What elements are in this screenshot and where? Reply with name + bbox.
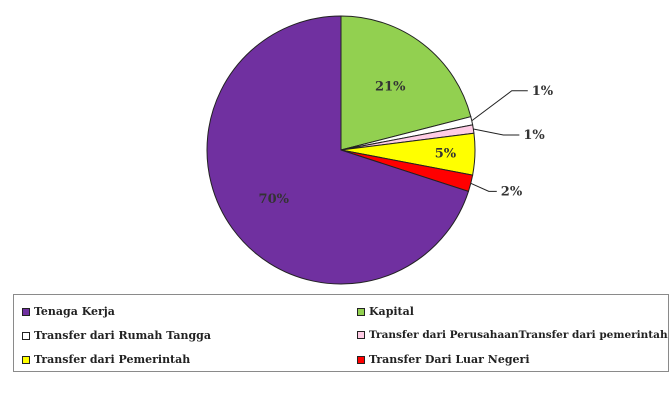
legend-swatch-tenaga-kerja (22, 307, 30, 316)
legend-label-kapital: Kapital (369, 305, 414, 318)
chart-legend: Tenaga Kerja Kapital Transfer dari Rumah… (13, 294, 669, 372)
pie-labels: 70% 21% 5% 1% 1% 2% (259, 79, 554, 206)
legend-label-transfer-rumah-tangga: Transfer dari Rumah Tangga (34, 329, 211, 342)
legend-item-tenaga-kerja: Tenaga Kerja (22, 305, 115, 318)
pie-slices (206, 15, 476, 285)
legend-swatch-kapital (357, 307, 365, 316)
legend-swatch-transfer-perusahaan (357, 331, 365, 339)
pie-slice-kapital (340, 15, 472, 151)
legend-label-transfer-luar-negeri: Transfer Dari Luar Negeri (369, 353, 530, 366)
legend-label-transfer-perusahaan: Transfer dari PerusahaanTransfer dari pe… (369, 329, 668, 341)
legend-item-transfer-pemerintah: Transfer dari Pemerintah (22, 353, 190, 366)
legend-swatch-transfer-luar-negeri (357, 355, 365, 364)
leader-line-transfer-dari-luar-negeri (470, 182, 497, 192)
pie-chart: 70% 21% 5% 1% 1% 2% (206, 15, 554, 285)
legend-label-tenaga-kerja: Tenaga Kerja (34, 305, 115, 318)
legend-item-transfer-luar-negeri: Transfer Dari Luar Negeri (357, 353, 530, 366)
data-label-kapital: 21% (375, 79, 406, 94)
legend-swatch-transfer-pemerintah (22, 355, 30, 364)
legend-label-transfer-pemerintah: Transfer dari Pemerintah (34, 353, 191, 366)
data-label-transfer-dari-perusahaantransfer-dari-pemerintah: 1% (523, 128, 545, 143)
leader-line-transfer-dari-rumah-tangga (471, 90, 528, 122)
data-label-transfer-dari-rumah-tangga: 1% (532, 84, 554, 99)
data-label-transfer-dari-luar-negeri: 2% (501, 184, 523, 199)
legend-swatch-transfer-rumah-tangga (22, 331, 30, 340)
legend-item-transfer-perusahaan: Transfer dari PerusahaanTransfer dari pe… (357, 329, 668, 341)
data-label-transfer-dari-pemerintah: 5% (435, 146, 457, 161)
leader-line-transfer-dari-perusahaantransfer-dari-pemerintah (473, 128, 520, 136)
pie-slice-tenaga-kerja (206, 15, 470, 285)
legend-item-transfer-rumah-tangga: Transfer dari Rumah Tangga (22, 329, 211, 342)
legend-item-kapital: Kapital (357, 305, 414, 318)
data-label-tenaga-kerja: 70% (259, 192, 290, 207)
